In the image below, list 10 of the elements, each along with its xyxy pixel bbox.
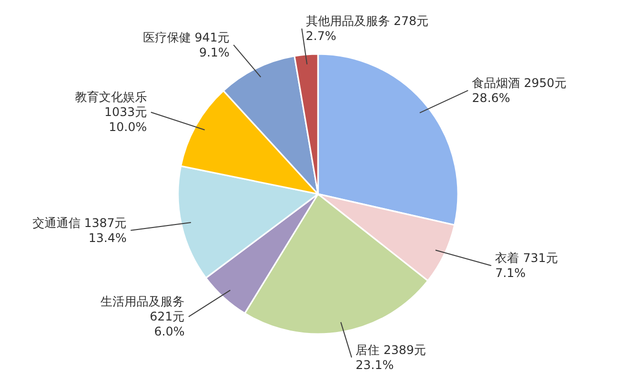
slice-label: 生活用品及服务	[100, 294, 185, 309]
slice-label: 食品烟酒 2950元 28.6%	[472, 76, 566, 105]
data-label: 1033元 10.0%	[104, 105, 147, 134]
slice-label: 其他用品及服务 278元 2.7%	[306, 14, 429, 44]
data-label: 621元 6.0%	[150, 310, 185, 339]
slice-label: 医疗保健 941元 9.1%	[142, 30, 230, 60]
slice-label: 教育文化娱乐	[74, 90, 147, 104]
slice-label: 衣着 731元 7.1%	[495, 251, 558, 280]
slice-label: 交通通信 1387元 13.4%	[32, 216, 127, 245]
slice-label: 居住 2389元 23.1%	[356, 342, 426, 372]
